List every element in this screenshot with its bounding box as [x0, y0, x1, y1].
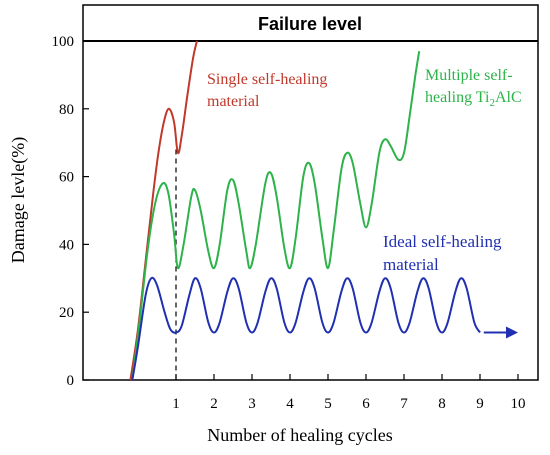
ideal-healing-label: Ideal self-healing material [383, 232, 506, 274]
x-tick-label: 2 [210, 396, 218, 412]
y-tick-label: 60 [59, 170, 74, 186]
y-tick-label: 100 [52, 34, 75, 50]
multiple-healing-label: Multiple self- healing Ti2AlC [425, 67, 522, 109]
y-tick-label: 40 [59, 237, 74, 253]
x-tick-label: 7 [400, 396, 408, 412]
y-tick-label: 0 [67, 373, 75, 389]
y-axis-title: Damage levle(%) [8, 137, 29, 263]
ideal-healing-curve [131, 276, 481, 381]
x-tick-label: 10 [511, 396, 526, 412]
series-group [129, 40, 481, 381]
single-healing-label: Single self-healing material [207, 71, 331, 110]
plot-frame [82, 4, 539, 381]
x-tick-label: 8 [438, 396, 446, 412]
y-tick-label: 80 [59, 102, 74, 118]
multiple-healing-curve [131, 51, 421, 381]
x-tick-label: 9 [476, 396, 484, 412]
x-tick-label: 5 [324, 396, 332, 412]
x-tick-label: 3 [248, 396, 256, 412]
x-tick-label: 1 [172, 396, 180, 412]
continuation-arrow [483, 326, 518, 339]
x-axis-title: Number of healing cycles [207, 425, 392, 445]
x-axis: 1 2 3 4 5 6 7 8 9 10 [172, 374, 526, 412]
x-tick-label: 6 [362, 396, 370, 412]
x-tick-label: 4 [286, 396, 294, 412]
y-axis: 0 20 40 60 80 100 [52, 34, 89, 389]
y-tick-label: 20 [59, 305, 74, 321]
failure-level-label: Failure level [258, 14, 362, 34]
